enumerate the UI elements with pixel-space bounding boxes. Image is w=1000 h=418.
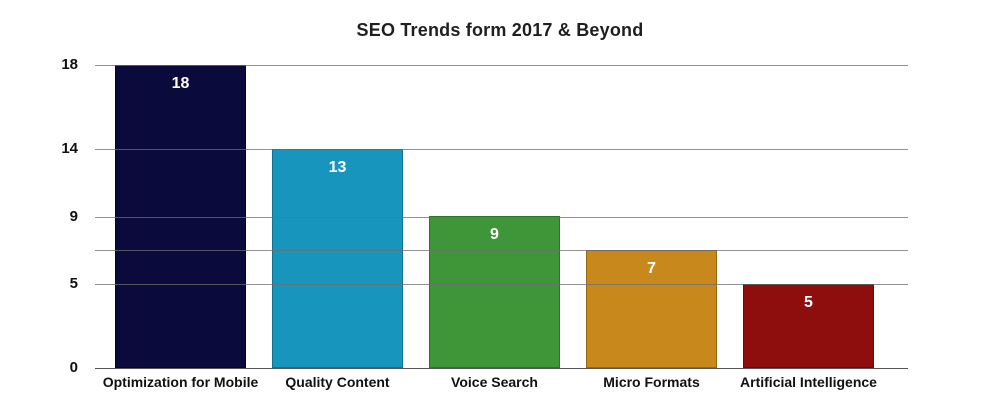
gridline-0 <box>95 368 908 369</box>
gridline-9 <box>95 217 908 218</box>
bar-value-label: 13 <box>328 159 347 176</box>
x-axis-category-label: Micro Formats <box>603 374 700 390</box>
bar-artificial-intelligence: 5 <box>743 284 874 368</box>
y-axis-tick-label: 14 <box>61 140 78 157</box>
gridline-18 <box>95 65 908 66</box>
x-axis-category-label: Artificial Intelligence <box>740 374 877 390</box>
bar-quality-content: 13 <box>272 149 403 368</box>
bar-value-label: 9 <box>490 226 499 243</box>
chart-title: SEO Trends form 2017 & Beyond <box>356 20 644 40</box>
x-axis-category-label: Voice Search <box>451 374 538 390</box>
y-axis-tick-label: 0 <box>69 359 78 376</box>
gridline-13 <box>95 149 908 150</box>
bar-value-label: 5 <box>804 294 813 311</box>
plot-area: 18 13 9 7 5 <box>95 65 908 369</box>
y-axis-tick-label: 18 <box>61 56 78 73</box>
y-axis-tick-label: 5 <box>69 275 78 292</box>
gridline-7 <box>95 250 908 251</box>
bar-voice-search: 9 <box>429 216 560 368</box>
x-axis-category-label: Quality Content <box>285 374 390 390</box>
bar-value-label: 18 <box>171 75 190 92</box>
y-axis-tick-label: 9 <box>69 208 78 225</box>
bar-optimization-for-mobile: 18 <box>115 65 246 368</box>
x-axis-category-label: Optimization for Mobile <box>102 374 259 390</box>
bar-value-label: 7 <box>647 260 656 277</box>
gridline-5 <box>95 284 908 285</box>
bar-micro-formats: 7 <box>586 250 717 368</box>
